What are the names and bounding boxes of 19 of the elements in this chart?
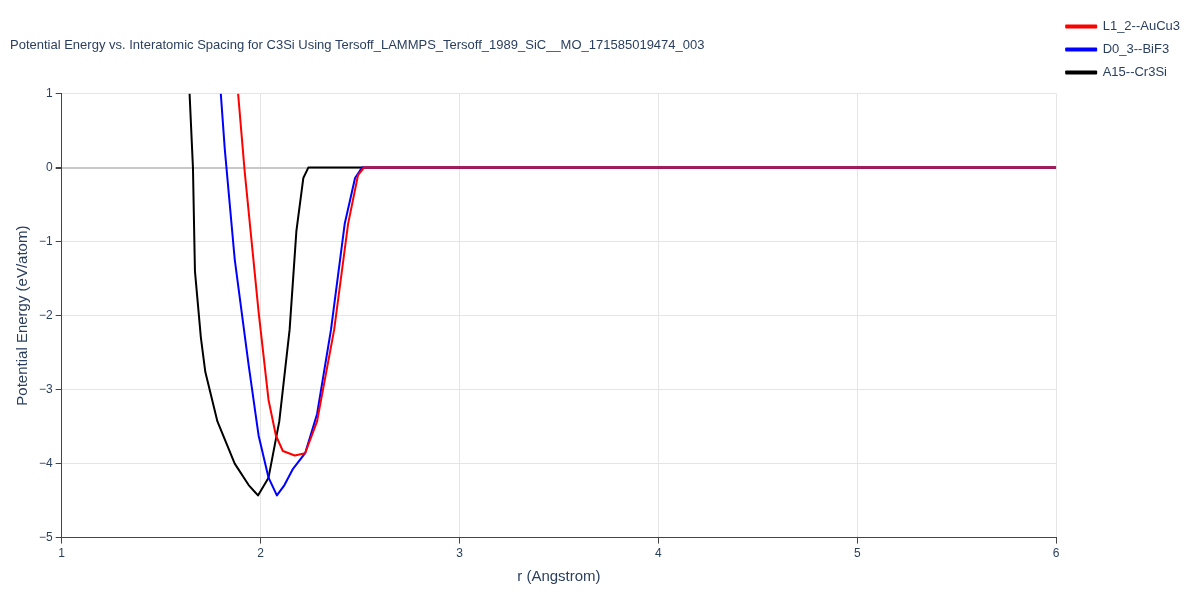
y-tick-label: −2 [38, 307, 53, 322]
legend-label: D0_3--BiF3 [1102, 41, 1170, 57]
legend-label: L1_2--AuCu3 [1102, 18, 1180, 34]
chart-title: Potential Energy vs. Interatomic Spacing for C3Si Using Tersoff_LAMMPS_Tersoff_1989_SiC__MO_171585019474_003 [10, 37, 705, 53]
y-tick-label: −3 [38, 381, 53, 396]
x-axis-title: r (Angstrom) [517, 567, 601, 585]
x-tick-label: 5 [853, 546, 861, 561]
y-tick-label: 1 [45, 85, 53, 100]
y-tick-label: −1 [38, 233, 53, 248]
x-tick-label: 3 [456, 546, 464, 561]
x-tick-label: 1 [58, 546, 66, 561]
y-tick-label: −5 [38, 529, 53, 544]
y-tick-label: 0 [45, 159, 53, 174]
x-tick-label: 6 [1052, 546, 1060, 561]
y-axis-title: Potential Energy (eV/atom) [13, 225, 31, 406]
y-tick-label: −4 [38, 455, 53, 470]
x-tick-label: 2 [257, 546, 265, 561]
x-tick-label: 4 [655, 546, 663, 561]
legend-label: A15--Cr3Si [1102, 64, 1168, 80]
